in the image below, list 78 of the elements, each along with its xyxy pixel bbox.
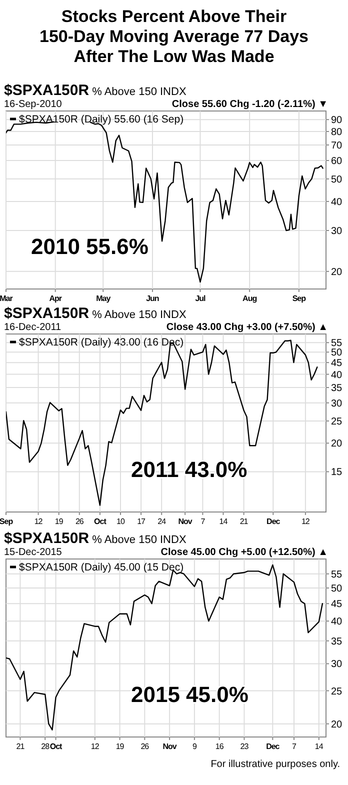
x-tick-label: Jul: [195, 294, 206, 303]
y-tick-label: 45: [331, 358, 343, 370]
x-tick-label: 7: [200, 517, 206, 526]
x-tick-label: 12: [301, 517, 310, 526]
x-tick-label: 16: [215, 742, 224, 751]
y-tick-label: 20: [331, 719, 343, 730]
y-tick-label: 40: [331, 196, 343, 208]
x-tick-label: 17: [137, 517, 146, 526]
x-tick-label: 21: [16, 742, 26, 751]
x-tick-label: Sep: [292, 294, 306, 303]
x-tick-label: Nov: [162, 742, 178, 751]
annotation: 2015 45.0%: [131, 682, 248, 707]
legend-label: $SPXA150R (Daily) 43.00 (16 Dec): [19, 336, 184, 349]
x-tick-label: Aug: [242, 294, 258, 303]
chart-title: Stocks Percent Above Their 150-Day Moving Average 77 Days After The Low Was Made: [40, 7, 308, 66]
chart-subtitle: $SPXA150R % Above 150 INDX: [4, 530, 187, 547]
x-tick-label: Jun: [146, 294, 160, 303]
y-tick-label: 60: [331, 156, 343, 168]
chart-subtitle: $SPXA150R % Above 150 INDX: [4, 305, 187, 322]
y-tick-label: 50: [331, 348, 343, 359]
text: Close 55.60 Chg -1.20 (-2.11%) ▼: [172, 99, 328, 110]
x-tick-label: 23: [240, 742, 250, 751]
text: Close 43.00 Chg +3.00 (+7.50%) ▲: [166, 322, 328, 333]
x-tick-label: Dec: [266, 517, 281, 526]
x-tick-label: 7: [292, 742, 298, 751]
y-tick-label: 55: [331, 569, 343, 580]
x-tick-label: Oct: [50, 742, 63, 751]
y-tick-label: 35: [331, 636, 343, 648]
x-tick-label: 9: [192, 742, 198, 751]
x-tick-label: 10: [116, 517, 126, 526]
annotation: 2011 43.0%: [131, 457, 248, 482]
x-tick-label: Apr: [49, 294, 62, 303]
y-tick-label: 90: [331, 115, 343, 126]
line-series: [6, 564, 324, 730]
y-tick-label: 45: [331, 599, 343, 610]
annotation: 2010 55.6%: [31, 234, 148, 259]
legend-label: $SPXA150R (Daily) 55.60 (16 Sep): [19, 114, 184, 126]
chart-subtitle: $SPXA150R % Above 150 INDX: [4, 82, 187, 99]
x-tick-label: 14: [314, 742, 324, 751]
y-tick-label: 70: [331, 140, 343, 152]
x-tick-label: 26: [75, 517, 84, 526]
text: 16-Dec-2011: [4, 322, 62, 333]
x-tick-label: 12: [34, 517, 44, 526]
x-tick-label: 24: [158, 517, 167, 526]
y-tick-label: 50: [331, 174, 343, 186]
y-tick-label: 80: [331, 126, 343, 138]
x-tick-label: 19: [116, 742, 125, 751]
line-series: [6, 340, 318, 506]
x-tick-label: 19: [54, 517, 64, 526]
x-tick-label: 21: [240, 517, 249, 526]
x-tick-label: 26: [140, 742, 150, 751]
x-tick-label: Mar: [0, 294, 13, 303]
x-tick-label: 14: [219, 517, 228, 526]
y-tick-label: 30: [331, 659, 343, 670]
y-tick-label: 40: [331, 616, 343, 628]
text: 16-Sep-2010: [4, 99, 62, 110]
x-tick-label: Oct: [94, 517, 107, 526]
y-tick-label: 20: [331, 438, 343, 450]
x-tick-label: 12: [90, 742, 100, 751]
y-tick-label: 30: [331, 226, 343, 237]
y-tick-label: 55: [331, 338, 343, 350]
text: Close 45.00 Chg +5.00 (+12.50%) ▲: [160, 547, 328, 558]
y-tick-label: 25: [331, 416, 343, 428]
y-tick-label: 35: [331, 383, 343, 394]
text: For illustrative purposes only.: [210, 759, 340, 770]
text: 15-Dec-2015: [4, 547, 62, 558]
x-tick-label: 28: [41, 742, 50, 751]
x-tick-label: May: [96, 294, 112, 303]
legend-label: $SPXA150R (Daily) 45.00 (15 Dec): [19, 562, 184, 574]
x-tick-label: Dec: [266, 742, 280, 751]
y-tick-label: 30: [331, 398, 343, 410]
x-tick-label: Nov: [178, 517, 193, 526]
x-tick-label: Sep: [0, 517, 14, 526]
y-tick-label: 50: [331, 583, 343, 594]
y-tick-label: 25: [331, 686, 343, 698]
y-tick-label: 40: [331, 370, 343, 381]
y-tick-label: 15: [331, 467, 343, 478]
y-tick-label: 20: [331, 266, 343, 278]
